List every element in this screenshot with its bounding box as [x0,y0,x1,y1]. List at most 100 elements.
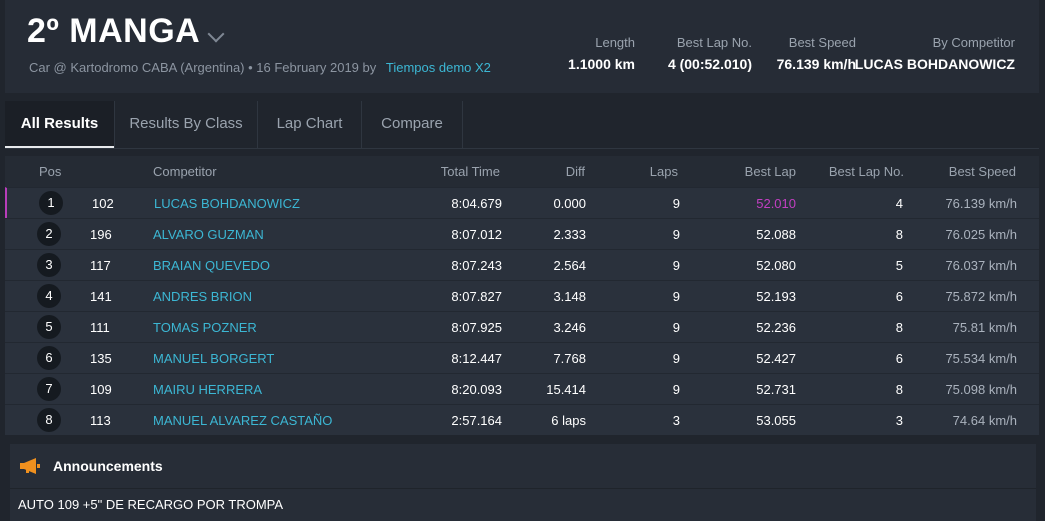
table-row[interactable]: 7 109 MAIRU HERRERA 8:20.093 15.414 9 52… [5,373,1039,404]
total-time: 8:07.925 [451,320,502,335]
header-laps[interactable]: Laps [649,164,678,179]
best-speed-value: 75.81 km/h [952,320,1017,335]
competitor-link[interactable]: MANUEL BORGERT [153,351,275,366]
best-lap-value: 52.236 [756,320,796,335]
table-row[interactable]: 6 135 MANUEL BORGERT 8:12.447 7.768 9 52… [5,342,1039,373]
table-row[interactable]: 8 113 MANUEL ALVAREZ CASTAÑO 2:57.164 6 … [5,404,1039,435]
diff-value: 7.768 [553,351,586,366]
stat-value: LUCAS BOHDANOWICZ [854,56,1015,72]
best-lap-value: 52.731 [756,382,796,397]
position-badge: 5 [37,315,61,339]
kart-number: 111 [90,320,110,335]
header-competitor[interactable]: Competitor [153,164,217,179]
diff-value: 3.148 [553,289,586,304]
tab-compare[interactable]: Compare [381,115,443,132]
title-row[interactable]: 2º MANGA [27,12,225,51]
competitor-link[interactable]: TOMAS POZNER [153,320,257,335]
chevron-down-icon[interactable] [207,25,225,42]
total-time: 8:07.012 [451,227,502,242]
page-title: 2º MANGA [27,12,201,50]
best-speed-value: 74.64 km/h [952,413,1017,428]
total-time: 8:20.093 [451,382,502,397]
total-time: 8:04.679 [451,196,502,211]
laps-value: 9 [672,289,680,304]
tab-divider [462,101,463,148]
best-lap-value: 52.010 [756,196,796,211]
table-header: Pos Competitor Total Time Diff Laps Best… [5,156,1039,187]
competitor-link[interactable]: ANDRES BRION [153,289,252,304]
best-lap-value: 52.193 [756,289,796,304]
diff-value: 6 laps [551,413,586,428]
kart-number: 141 [90,289,112,304]
table-row[interactable]: 4 141 ANDRES BRION 8:07.827 3.148 9 52.1… [5,280,1039,311]
header-best-speed[interactable]: Best Speed [948,164,1016,179]
competitor-link[interactable]: ALVARO GUZMAN [153,227,264,242]
stat-length: Length 1.1000 km [568,35,635,72]
laps-value: 9 [672,320,680,335]
total-time: 8:12.447 [451,351,502,366]
tab-divider [114,101,115,148]
best-speed-value: 76.139 km/h [945,196,1017,211]
best-lap-no-value: 4 [895,196,903,211]
stat-value: 4 (00:52.010) [667,56,752,72]
announcement-text: AUTO 109 +5" DE RECARGO POR TROMPA [18,497,284,512]
tab-all-results[interactable]: All Results [5,101,114,148]
best-lap-no-value: 8 [895,382,903,397]
diff-value: 2.564 [553,258,586,273]
best-lap-value: 52.427 [756,351,796,366]
kart-number: 117 [90,258,111,273]
kart-number: 135 [90,351,112,366]
kart-number: 109 [90,382,112,397]
stat-label: Length [595,35,635,50]
laps-value: 9 [672,196,680,211]
best-lap-value: 52.080 [756,258,796,273]
stat-label: Best Speed [788,35,856,50]
competitor-link[interactable]: BRAIAN QUEVEDO [153,258,271,273]
table-row[interactable]: 1 102 LUCAS BOHDANOWICZ 8:04.679 0.000 9… [5,187,1039,218]
best-lap-no-value: 6 [895,351,903,366]
position-badge: 1 [39,191,63,215]
organizer-link[interactable]: Tiempos demo X2 [385,60,491,75]
results-tabs: All Results Results By Class Lap Chart C… [5,101,1039,148]
best-speed-value: 75.534 km/h [945,351,1017,366]
table-row[interactable]: 2 196 ALVARO GUZMAN 8:07.012 2.333 9 52.… [5,218,1039,249]
laps-value: 9 [672,351,680,366]
results-table: Pos Competitor Total Time Diff Laps Best… [5,156,1039,435]
position-badge: 3 [37,253,61,277]
header-best-lap-no[interactable]: Best Lap No. [828,164,904,179]
tab-lap-chart[interactable]: Lap Chart [276,115,343,132]
diff-value: 2.333 [553,227,586,242]
diff-value: 15.414 [546,382,586,397]
position-badge: 8 [37,408,61,432]
megaphone-icon [20,458,40,479]
tab-results-by-class[interactable]: Results By Class [129,115,243,132]
table-row[interactable]: 5 111 TOMAS POZNER 8:07.925 3.246 9 52.2… [5,311,1039,342]
best-lap-value: 52.088 [756,227,796,242]
tab-divider [361,101,362,148]
competitor-link[interactable]: MANUEL ALVAREZ CASTAÑO [153,413,333,428]
competitor-link[interactable]: MAIRU HERRERA [153,382,263,397]
header-diff[interactable]: Diff [565,164,585,179]
tab-divider [257,101,258,148]
laps-value: 9 [672,382,680,397]
laps-value: 9 [672,227,680,242]
table-row[interactable]: 3 117 BRAIAN QUEVEDO 8:07.243 2.564 9 52… [5,249,1039,280]
event-header: 2º MANGA Car @ Kartodromo CABA (Argentin… [5,0,1039,93]
header-pos[interactable]: Pos [39,164,62,179]
position-badge: 7 [37,377,61,401]
best-lap-no-value: 6 [895,289,903,304]
stat-best-speed: Best Speed 76.139 km/h [777,35,856,72]
header-total-time[interactable]: Total Time [440,164,500,179]
best-speed-value: 76.037 km/h [945,258,1017,273]
header-best-lap[interactable]: Best Lap [744,164,796,179]
competitor-link[interactable]: LUCAS BOHDANOWICZ [154,196,300,211]
announcements-title: Announcements [53,458,163,474]
announcements-header: Announcements [10,444,1036,489]
stat-value: 76.139 km/h [776,56,856,72]
kart-number: 113 [90,413,111,428]
total-time: 2:57.164 [451,413,502,428]
stat-label: By Competitor [932,35,1015,50]
best-speed-value: 75.872 km/h [945,289,1017,304]
position-badge: 4 [37,284,61,308]
kart-number: 102 [92,196,114,211]
